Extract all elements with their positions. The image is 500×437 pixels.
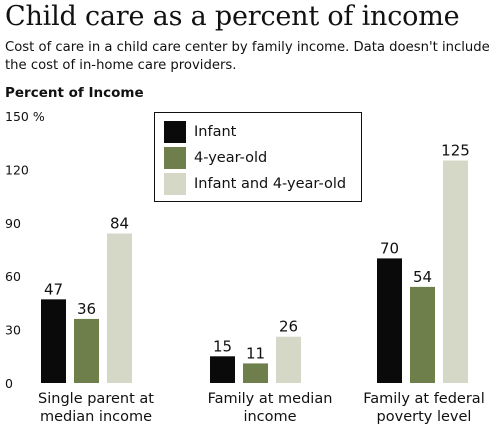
bar-value-label: 54	[413, 268, 432, 286]
bar	[377, 258, 402, 383]
legend-label-infant: Infant	[194, 124, 237, 140]
bar-value-label: 36	[77, 300, 96, 318]
legend-item-four-year-old: 4-year-old	[164, 145, 353, 171]
bar-value-label: 15	[213, 337, 232, 355]
bar	[41, 299, 66, 383]
bar-value-label: 125	[441, 142, 470, 160]
chart-legend: Infant 4-year-old Infant and 4-year-old	[154, 112, 362, 202]
bar	[410, 286, 435, 383]
legend-item-infant: Infant	[164, 119, 353, 145]
y-tick-label: 90	[5, 216, 21, 231]
bar	[210, 356, 235, 383]
legend-swatch-four-year-old	[164, 147, 186, 169]
y-axis-label: Percent of Income	[5, 85, 144, 101]
bar	[243, 363, 268, 383]
legend-swatch-infant-and-four-year-old	[164, 173, 186, 195]
category-label-family-median: Family at median income	[207, 391, 333, 425]
legend-label-infant-and-four-year-old: Infant and 4-year-old	[194, 176, 347, 192]
bar-value-label: 84	[110, 214, 129, 232]
y-tick-label: 60	[5, 269, 21, 284]
bar	[276, 336, 301, 383]
y-tick-label: 30	[5, 323, 21, 338]
bar-value-label: 11	[246, 344, 265, 362]
bar	[443, 160, 468, 383]
category-label-family-poverty: Family at federal poverty level	[363, 391, 485, 425]
y-tick-label: 120	[5, 162, 29, 177]
y-tick-label: 0	[5, 376, 13, 391]
bar-value-label: 70	[380, 239, 399, 257]
legend-label-four-year-old: 4-year-old	[194, 150, 268, 166]
chart-title: Child care as a percent of income	[5, 1, 460, 32]
bar-value-label: 47	[44, 280, 63, 298]
bar-value-label: 26	[279, 318, 298, 336]
legend-item-infant-and-four-year-old: Infant and 4-year-old	[164, 171, 353, 197]
chart-subtitle: Cost of care in a child care center by f…	[5, 40, 490, 73]
category-label-single-parent: Single parent at median income	[38, 391, 154, 425]
bar	[74, 318, 99, 383]
bar	[107, 233, 132, 383]
y-tick-label: 150 %	[5, 109, 45, 124]
legend-swatch-infant	[164, 121, 186, 143]
